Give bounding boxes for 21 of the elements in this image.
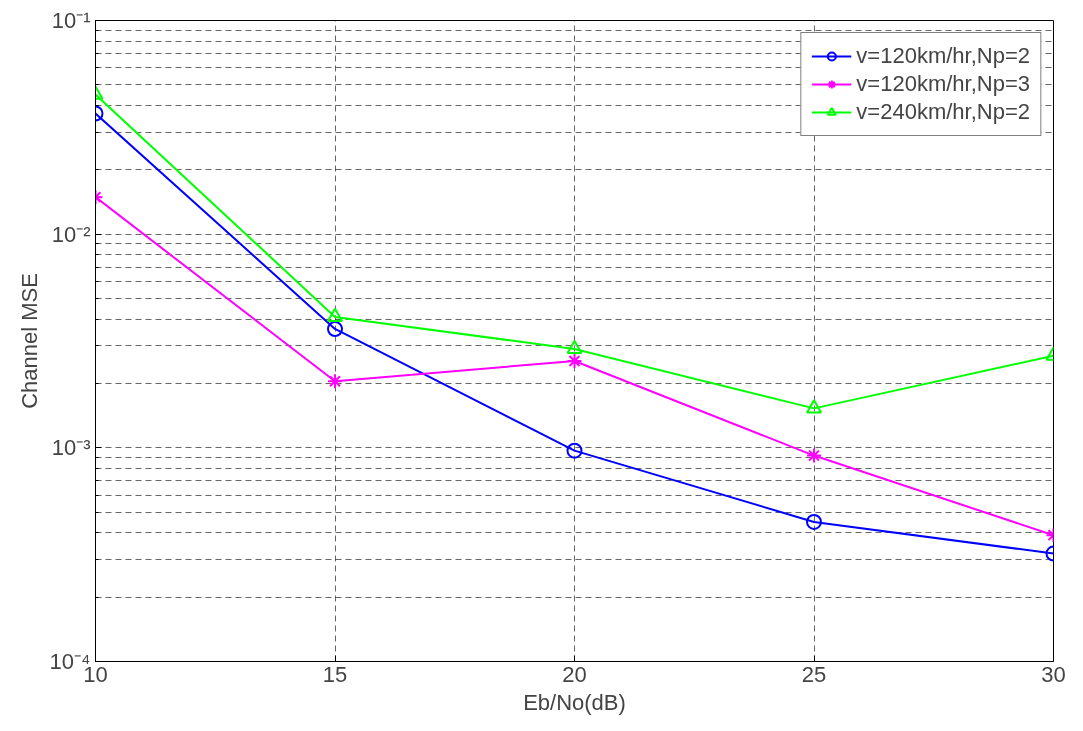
point — [806, 447, 822, 464]
point — [806, 399, 822, 414]
point — [327, 373, 343, 390]
y-tick-label: 10⁻³ — [51, 435, 91, 461]
x-tick-label: 15 — [322, 661, 348, 687]
point — [327, 320, 343, 337]
point — [566, 352, 583, 369]
point — [806, 513, 822, 530]
legend-label: v=120km/hr,Np=3 — [856, 71, 1030, 97]
x-axis-title: Eb/No(dB) — [523, 689, 626, 715]
y-axis-title: Channel MSE — [16, 273, 42, 409]
point — [327, 307, 343, 322]
x-tick-label: 25 — [801, 661, 827, 687]
y-tick-label: 10⁻¹ — [51, 8, 91, 33]
legend-label: v=240km/hr,Np=2 — [856, 99, 1030, 125]
point — [566, 339, 583, 355]
point — [566, 442, 583, 459]
x-tick-label: 30 — [1041, 661, 1066, 687]
x-tick-label: 20 — [562, 661, 587, 687]
y-tick-label: 10⁻² — [51, 221, 91, 247]
legend-label: v=120km/hr,Np=2 — [856, 43, 1030, 69]
